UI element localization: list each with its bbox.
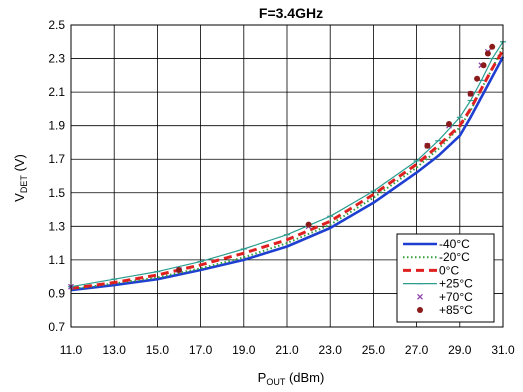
y-tick-label: 2.5	[48, 18, 65, 32]
x-tick-label: 19.0	[232, 343, 256, 357]
x-axis-label: POUT (dBm)	[258, 370, 325, 387]
data-point	[489, 43, 496, 50]
x-tick-label: 21.0	[275, 343, 299, 357]
y-tick-label: 1.1	[48, 253, 65, 267]
legend-entry: +25°C	[403, 277, 473, 291]
y-tick-label: 2.1	[48, 85, 65, 99]
data-point	[467, 90, 474, 97]
chart-title: F=3.4GHz	[259, 5, 323, 21]
legend: -40°C-20°C0°C+25°C+70°C+85°C	[396, 233, 495, 323]
y-tick-label: 0.9	[48, 286, 65, 300]
series-line	[70, 49, 505, 290]
x-tick-label: 17.0	[189, 343, 213, 357]
legend-label: +25°C	[439, 277, 473, 291]
data-point	[446, 120, 452, 127]
y-tick-label: 2.3	[48, 52, 65, 66]
y-axis-label: VDET (V)	[12, 154, 29, 202]
data-point	[424, 142, 431, 149]
legend-entry: -20°C	[403, 250, 470, 264]
x-tick-label: 13.0	[103, 343, 127, 357]
series-2	[70, 49, 505, 290]
series-0	[70, 56, 505, 292]
x-tick-label: 31.0	[491, 343, 515, 357]
legend-marker	[417, 307, 423, 313]
x-tick-label: 27.0	[405, 343, 429, 357]
y-tick-label: 1.7	[48, 152, 65, 166]
series-5	[176, 43, 496, 273]
x-tick-label: 25.0	[362, 343, 386, 357]
legend-label: +70°C	[439, 290, 473, 304]
legend-label: +85°C	[439, 303, 473, 317]
x-tick-labels: 11.0 13.0 15.0 17.0 19.0 21.0 23.0 25.0 27.0 29.0…	[60, 343, 515, 357]
data-point	[480, 62, 487, 69]
x-tick-label: 29.0	[448, 343, 472, 357]
data-point	[484, 50, 491, 57]
legend-entry: +70°C	[417, 290, 473, 304]
x-tick-label: 23.0	[319, 343, 343, 357]
legend-box	[396, 233, 495, 323]
x-tick-label: 11.0	[60, 343, 83, 357]
y-tick-labels: 0.7 0.9 1.1 1.3 1.5 1.7 1.9 2.1 2.3 2.5	[48, 18, 65, 334]
legend-label: -20°C	[439, 250, 470, 264]
y-tick-label: 1.3	[48, 219, 65, 233]
legend-entry: 0°C	[403, 263, 459, 277]
legend-label: 0°C	[439, 263, 459, 277]
series-line	[70, 56, 505, 292]
y-tick-label: 1.9	[48, 119, 65, 133]
legend-entry: -40°C	[403, 237, 470, 251]
y-tick-label: 0.7	[48, 320, 65, 334]
data-point	[305, 221, 312, 228]
legend-label: -40°C	[439, 237, 470, 251]
plot-frame	[70, 24, 504, 328]
legend-marker	[417, 293, 423, 300]
legend-entry: +85°C	[417, 303, 473, 317]
y-tick-label: 1.5	[48, 186, 65, 200]
data-point	[176, 266, 182, 273]
data-point	[474, 75, 481, 82]
x-tick-label: 15.0	[146, 343, 170, 357]
